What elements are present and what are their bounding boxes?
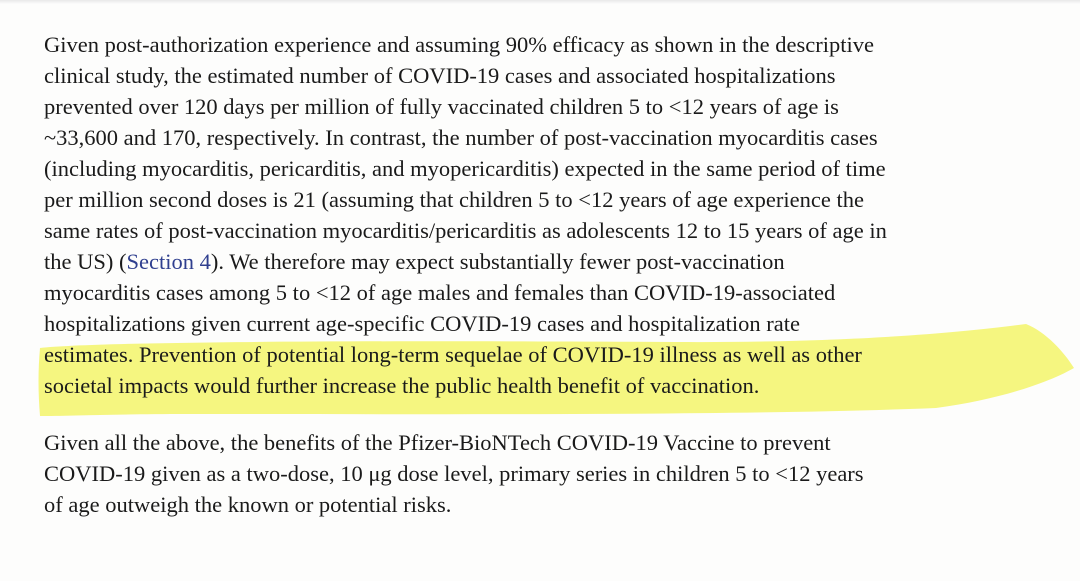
paragraph-line: prevented over 120 days per million of f… — [44, 94, 839, 119]
paragraph-conclusion: Given all the above, the benefits of the… — [44, 427, 864, 520]
highlighted-line: societal impacts would further increase … — [44, 373, 760, 398]
paragraph-line-with-link: the US) (Section 4). We therefore may ex… — [44, 246, 887, 277]
highlighter-mark — [38, 324, 1074, 416]
paragraph-line: (including myocarditis, pericarditis, an… — [44, 156, 886, 181]
paragraph-benefit-risk: Given post-authorization experience and … — [44, 29, 887, 401]
paragraph-line: Given post-authorization experience and … — [44, 32, 874, 57]
paragraph-line: COVID-19 given as a two-dose, 10 μg dose… — [44, 461, 864, 486]
paragraph-line: of age outweigh the known or potential r… — [44, 492, 452, 517]
paragraph-line: hospitalizations given current age-speci… — [44, 311, 800, 336]
paragraph-line: same rates of post-vaccination myocardit… — [44, 218, 887, 243]
paragraph-line: per million second doses is 21 (assuming… — [44, 187, 864, 212]
page-top-edge — [0, 0, 1080, 4]
section-4-link[interactable]: Section 4 — [126, 249, 211, 274]
paragraph-line: myocarditis cases among 5 to <12 of age … — [44, 280, 836, 305]
paragraph-line: clinical study, the estimated number of … — [44, 63, 836, 88]
highlighted-line: estimates. Prevention of potential long-… — [44, 342, 862, 367]
paragraph-line: ~33,600 and 170, respectively. In contra… — [44, 125, 878, 150]
line-text: the US) ( — [44, 249, 127, 274]
paragraph-line: Given all the above, the benefits of the… — [44, 430, 831, 455]
line-text: ). We therefore may expect substantially… — [210, 249, 785, 274]
